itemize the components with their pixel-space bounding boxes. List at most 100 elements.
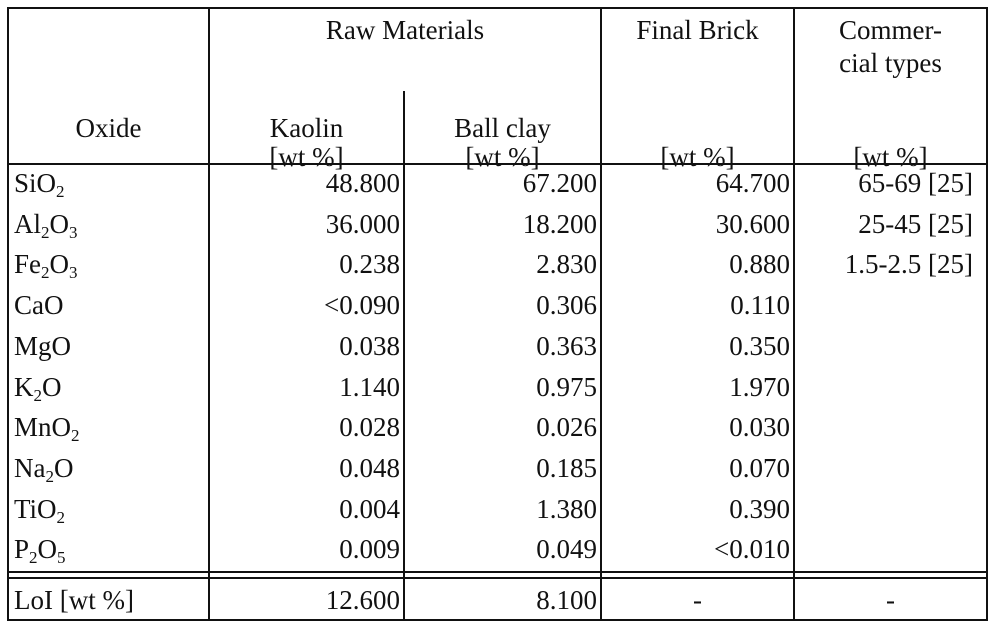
cell-final-brick: 0.110 <box>730 290 790 321</box>
cell-final-brick: 64.700 <box>715 168 790 198</box>
formula-subscript: 2 <box>33 385 43 405</box>
formula-subscript: 2 <box>56 507 66 527</box>
oxide-formula: Na2O <box>14 452 74 486</box>
loi-kaolin: 12.600 <box>325 585 400 615</box>
divider-final-commercial <box>793 9 795 619</box>
cell-final-brick: 0.070 <box>729 452 790 483</box>
cell-kaolin: 1.140 <box>339 371 400 402</box>
divider-oxide-kaolin <box>208 9 210 619</box>
oxide-composition-table: Oxide Raw Materials Kaolin [wt %] Ball c… <box>7 7 988 621</box>
oxide-formula: K2O <box>14 371 62 405</box>
cell-final-brick: 0.350 <box>729 330 790 361</box>
cell-ball-clay: 0.975 <box>536 371 597 402</box>
cell-final-brick: 1.970 <box>729 371 790 402</box>
table-row: MnO2 0.028 0.026 0.030 <box>9 409 986 450</box>
oxide-formula: Al2O3 <box>14 208 78 242</box>
oxide-formula: P2O5 <box>14 534 66 568</box>
table-row: P2O5 0.009 0.049 <0.010 <box>9 531 986 572</box>
cell-final-brick: 30.600 <box>715 208 790 239</box>
header-final-brick: Final Brick <box>636 15 759 45</box>
cell-ball-clay: 18.200 <box>522 208 597 239</box>
oxide-formula: SiO2 <box>14 168 65 201</box>
cell-kaolin: <0.090 <box>324 290 400 321</box>
header-raw-materials: Raw Materials <box>325 15 485 45</box>
table-row: MgO 0.038 0.363 0.350 <box>9 328 986 369</box>
table-row: Fe2O3 0.238 2.830 0.880 1.5-2.5 [25] <box>9 246 986 287</box>
formula-subscript: 5 <box>57 548 66 568</box>
formula-text: Al <box>14 208 41 239</box>
cell-commercial: 65-69 [25] <box>858 168 973 198</box>
cell-final-brick: <0.010 <box>714 534 790 565</box>
oxide-formula: MnO2 <box>14 412 80 446</box>
header-commercial-line2: cial types <box>839 48 942 78</box>
oxide-formula: CaO <box>14 290 64 320</box>
formula-text: O <box>37 534 58 565</box>
double-line-bottom <box>9 577 986 579</box>
header-bottom-line <box>9 163 986 165</box>
formula-text: O <box>53 452 74 483</box>
loi-commercial: - <box>886 585 895 615</box>
table-row: SiO2 48.800 67.200 64.700 65-69 [25] <box>9 165 986 206</box>
header-kaolin: Kaolin <box>269 113 344 143</box>
cell-ball-clay: 67.200 <box>522 168 597 198</box>
formula-text: MnO <box>14 412 72 443</box>
cell-final-brick: 0.030 <box>729 412 790 443</box>
header-ball-clay: Ball clay <box>454 113 551 143</box>
header-ball-clay-unit: [wt %] <box>465 142 540 172</box>
header-commercial-unit: [wt %] <box>853 142 928 172</box>
header-final-brick-unit: [wt %] <box>660 142 735 172</box>
formula-subscript: 3 <box>69 263 78 283</box>
formula-text: O <box>49 249 70 280</box>
cell-ball-clay: 0.026 <box>536 412 597 443</box>
formula-text: Na <box>14 452 46 483</box>
formula-subscript: 2 <box>71 426 80 446</box>
oxide-formula: Fe2O3 <box>14 249 78 283</box>
formula-subscript: 2 <box>56 182 65 201</box>
oxide-formula: MgO <box>14 331 71 361</box>
formula-text: SiO <box>14 168 57 198</box>
formula-text: CaO <box>14 290 64 321</box>
cell-ball-clay: 2.830 <box>536 249 597 280</box>
formula-subscript: 2 <box>45 466 54 486</box>
header-kaolin-unit: [wt %] <box>269 142 344 172</box>
formula-subscript: 2 <box>29 548 38 568</box>
table-row-loi: LoI [wt %] 12.600 8.100 - - <box>9 580 986 621</box>
header-commercial-line1: Commer- <box>839 15 942 45</box>
cell-final-brick: 0.880 <box>729 249 790 280</box>
cell-kaolin: 0.009 <box>339 534 400 565</box>
formula-text: Fe <box>14 249 41 280</box>
cell-kaolin: 0.048 <box>339 452 400 483</box>
loi-ball-clay: 8.100 <box>536 585 597 615</box>
cell-kaolin: 36.000 <box>325 208 400 239</box>
cell-commercial: 1.5-2.5 [25] <box>844 249 973 280</box>
cell-kaolin: 0.038 <box>339 330 400 361</box>
cell-ball-clay: 0.049 <box>536 534 597 565</box>
cell-ball-clay: 1.380 <box>536 493 597 524</box>
formula-text: K <box>14 371 34 402</box>
table-row: Al2O3 36.000 18.200 30.600 25-45 [25] <box>9 206 986 247</box>
cell-kaolin: 0.004 <box>339 493 400 524</box>
formula-text: P <box>14 534 30 565</box>
cell-final-brick: 0.390 <box>729 493 790 524</box>
formula-text: MgO <box>14 330 72 361</box>
formula-subscript: 2 <box>41 222 50 242</box>
formula-text: O <box>42 371 62 402</box>
table-row: Na2O 0.048 0.185 0.070 <box>9 450 986 491</box>
oxide-formula: TiO2 <box>14 493 66 527</box>
cell-ball-clay: 0.363 <box>536 330 597 361</box>
formula-subscript: 2 <box>41 263 50 283</box>
cell-kaolin: 48.800 <box>325 168 400 198</box>
formula-text: O <box>49 208 70 239</box>
cell-ball-clay: 0.306 <box>536 290 597 321</box>
table-row: CaO <0.090 0.306 0.110 <box>9 287 986 328</box>
table-row: TiO2 0.004 1.380 0.390 <box>9 491 986 532</box>
divider-kaolin-ballclay <box>403 91 405 619</box>
header-oxide: Oxide <box>75 113 142 143</box>
formula-text: TiO <box>14 493 57 524</box>
cell-commercial: 25-45 [25] <box>858 208 973 239</box>
cell-kaolin: 0.238 <box>339 249 400 280</box>
loi-label: LoI [wt %] <box>14 585 134 615</box>
cell-kaolin: 0.028 <box>339 412 400 443</box>
formula-subscript: 3 <box>69 222 78 242</box>
loi-final-brick: - <box>693 585 702 615</box>
